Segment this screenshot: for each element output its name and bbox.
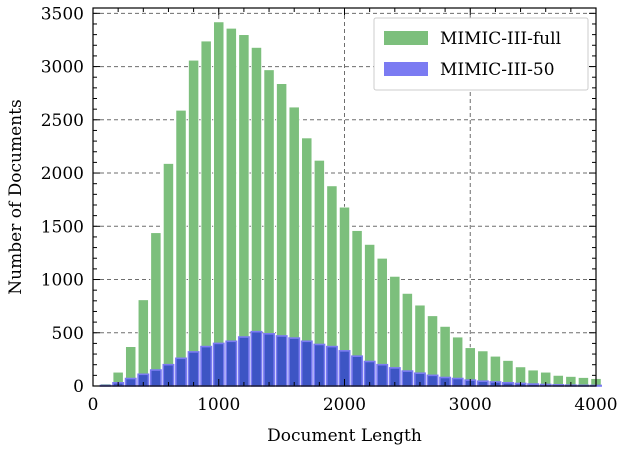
x-tick-label: 4000	[574, 395, 617, 415]
x-tick-labels: 0 1000 2000 3000 4000	[88, 395, 618, 415]
y-tick-label: 2000	[41, 164, 84, 184]
x-tick-label: 2000	[323, 395, 366, 415]
y-tick-label: 1500	[41, 217, 84, 237]
bar-mimic-iii-50	[451, 377, 464, 387]
legend-swatch-mimic-iii-full	[384, 31, 428, 45]
y-tick-label: 500	[52, 324, 84, 344]
bar-mimic-iii-50	[200, 345, 213, 387]
y-tick-label: 0	[73, 377, 84, 397]
x-tick-label: 1000	[197, 395, 240, 415]
bar-mimic-iii-full	[175, 109, 187, 387]
bar-mimic-iii-50	[250, 330, 263, 387]
y-tick-label: 3500	[41, 4, 84, 24]
bar-mimic-iii-50	[426, 374, 439, 387]
bar-mimic-iii-full	[137, 299, 149, 387]
y-tick-labels: 0 500 1000 1500 2000 2500 3000 3500	[41, 4, 84, 397]
bar-mimic-iii-full	[200, 40, 212, 387]
legend: MIMIC-III-full MIMIC-III-50	[373, 17, 589, 91]
legend-label-mimic-iii-full: MIMIC-III-full	[440, 29, 561, 49]
bar-mimic-iii-50	[237, 336, 250, 387]
bar-mimic-iii-full	[188, 59, 200, 387]
bar-mimic-iii-50	[300, 340, 313, 387]
bar-mimic-iii-full	[162, 163, 175, 387]
bar-mimic-iii-50	[225, 340, 238, 387]
bar-mimic-iii-50	[175, 357, 187, 387]
x-tick-label: 0	[88, 395, 99, 415]
bar-mimic-iii-full	[150, 232, 162, 387]
axis-ticks	[92, 8, 597, 387]
bar-mimic-iii-50	[275, 335, 288, 387]
legend-swatch-mimic-iii-50	[384, 62, 428, 76]
bar-mimic-iii-50	[124, 377, 137, 387]
x-tick-label: 3000	[449, 395, 492, 415]
y-tick-label: 3000	[41, 58, 84, 78]
bar-mimic-iii-full	[238, 34, 250, 387]
bar-mimic-iii-50	[325, 345, 338, 387]
bar-mimic-iii-50	[263, 333, 276, 387]
y-tick-label: 2500	[41, 111, 84, 131]
bar-mimic-iii-50	[376, 363, 389, 387]
bar-mimic-iii-full	[213, 21, 225, 387]
y-axis-title: Number of Documents	[6, 99, 26, 294]
legend-label-mimic-iii-50: MIMIC-III-50	[440, 60, 555, 80]
bar-mimic-iii-full	[225, 27, 237, 387]
x-axis-title: Document Length	[267, 426, 422, 446]
bar-mimic-iii-50	[476, 380, 489, 387]
bar-mimic-iii-50	[351, 355, 364, 387]
bar-mimic-iii-50	[401, 370, 414, 387]
bar-mimic-iii-50	[187, 351, 200, 387]
y-tick-label: 1000	[41, 271, 84, 291]
bar-mimic-iii-50	[313, 343, 326, 387]
bar-mimic-iii-50	[149, 369, 162, 387]
bar-mimic-iii-50	[288, 337, 301, 387]
